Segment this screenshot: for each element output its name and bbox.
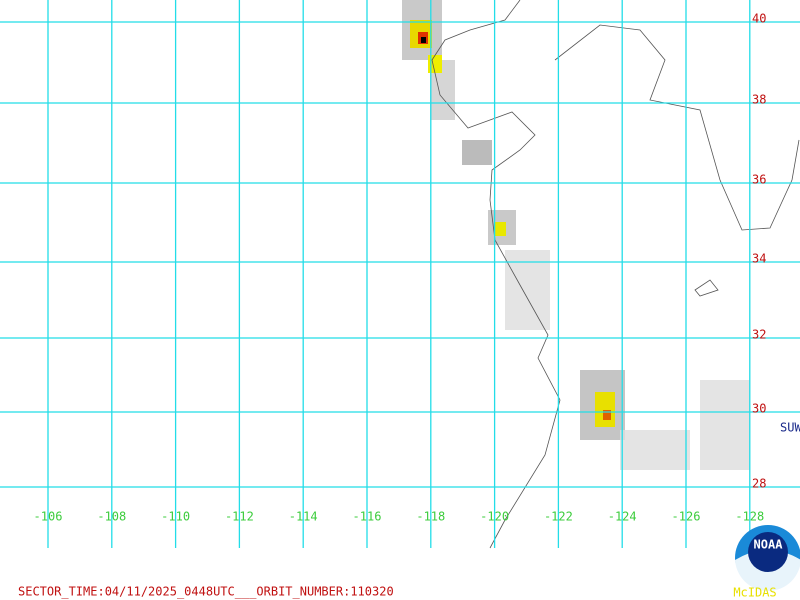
logo-caption: McIDAS: [733, 586, 776, 600]
noaa-logo: NOAA McIDAS: [733, 525, 800, 600]
lon-label: -110: [161, 510, 190, 524]
lat-label: 28: [752, 477, 766, 491]
lat-label: 30: [752, 402, 766, 416]
lon-label: -112: [225, 510, 254, 524]
lon-label: -118: [416, 510, 445, 524]
lat-label: 36: [752, 173, 766, 187]
lon-label: -108: [97, 510, 126, 524]
coastlines: [431, 0, 800, 549]
lon-label: -128: [735, 510, 764, 524]
lon-label: -106: [34, 510, 63, 524]
graticule: [0, 0, 800, 548]
lat-label: 34: [752, 252, 766, 266]
lon-label: -126: [672, 510, 701, 524]
precipitation: [402, 0, 750, 470]
footer: SECTOR_TIME:04/11/2025_0448UTC___ORBIT_N…: [18, 585, 394, 599]
labels: 40 38 36 34 32 30 28 -106 -108 -110 -112 -114 -116 -1…: [34, 12, 767, 524]
lon-label: -120: [480, 510, 509, 524]
station-label: SUW: [780, 421, 800, 435]
lon-label: -114: [289, 510, 318, 524]
lat-label: 40: [752, 12, 766, 26]
logo-text: NOAA: [754, 538, 784, 552]
lon-label: -116: [353, 510, 382, 524]
lat-label: 32: [752, 328, 766, 342]
lon-label: -122: [544, 510, 573, 524]
lon-label: -124: [608, 510, 637, 524]
lat-label: 38: [752, 93, 766, 107]
